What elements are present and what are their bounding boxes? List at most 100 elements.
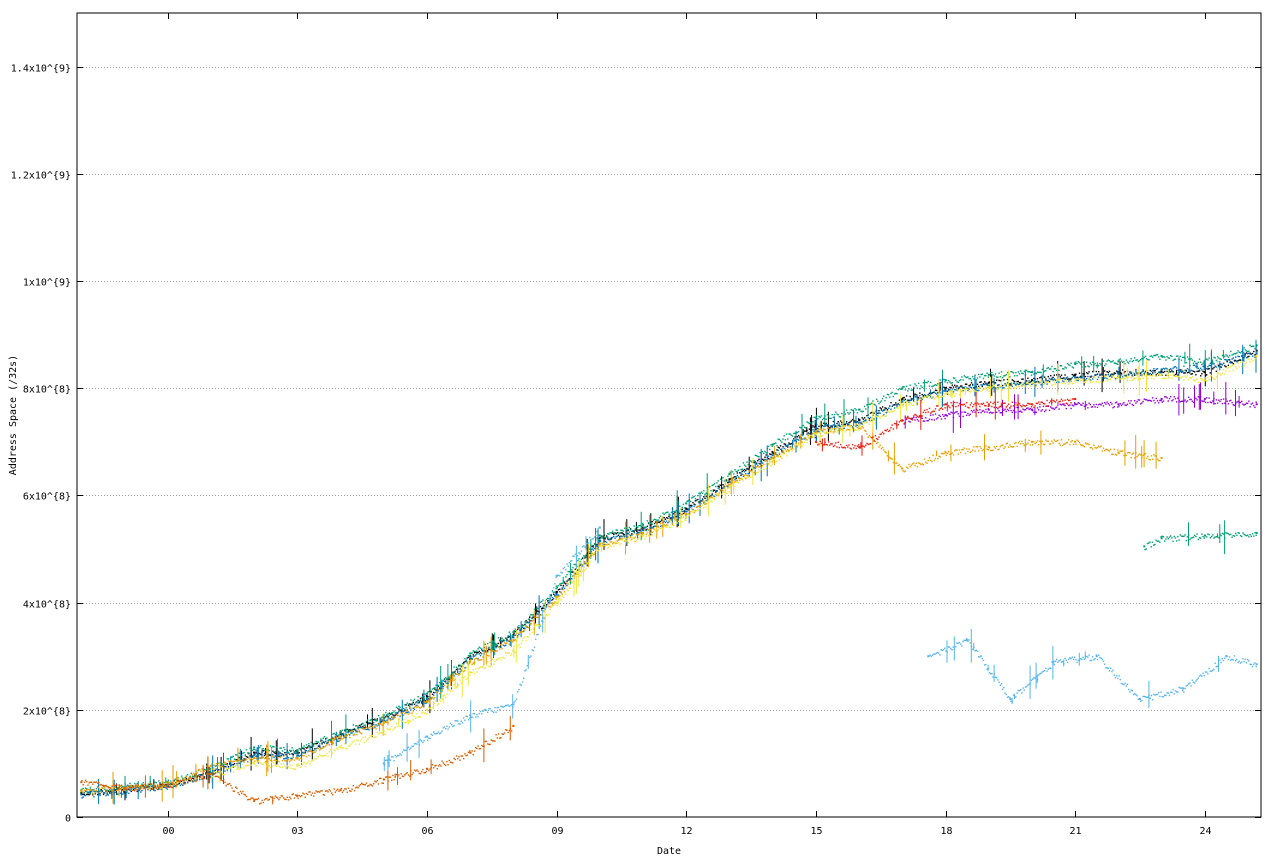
trace-spike (511, 635, 512, 647)
trace-dot (136, 783, 138, 785)
trace-dot (328, 743, 330, 746)
trace-dot (713, 482, 716, 485)
trace-dot (291, 758, 293, 761)
trace-dot (428, 695, 430, 698)
trace-dot (327, 755, 329, 757)
trace-dot (839, 416, 842, 418)
trace-dot (933, 391, 935, 393)
trace-dot (1009, 444, 1011, 446)
trace-dot (435, 691, 437, 693)
trace-dot (196, 779, 198, 781)
trace-dot (566, 580, 568, 582)
trace-dot (1177, 369, 1179, 371)
trace-dot (1054, 383, 1057, 385)
trace-dot (418, 716, 420, 718)
trace-dot (689, 513, 692, 515)
trace-dot (332, 752, 334, 754)
trace-dot (1179, 370, 1181, 373)
trace-dot (799, 443, 801, 445)
trace-dot (925, 461, 927, 463)
trace-dot (685, 502, 687, 504)
data-point (555, 585, 558, 588)
trace-dot (1017, 385, 1019, 387)
trace-dot (759, 471, 761, 473)
trace-dot (626, 540, 628, 542)
trace-dot (950, 386, 952, 389)
trace-dot (781, 457, 783, 460)
trace-dot (797, 434, 800, 437)
trace-dot (1134, 373, 1136, 375)
trace-dot (673, 511, 675, 513)
trace-dot (903, 386, 905, 388)
trace-dot (917, 398, 920, 400)
trace-dot (711, 484, 713, 487)
trace-dot (322, 746, 324, 749)
trace-dot (1122, 369, 1124, 371)
trace-dot (1096, 378, 1099, 381)
trace-dot (464, 669, 466, 672)
trace-dot (484, 651, 486, 654)
trace-dot (232, 764, 234, 766)
trace-dot (1008, 446, 1010, 448)
trace-dot (771, 461, 773, 463)
trace-dot (674, 511, 676, 514)
trace-dot (1094, 446, 1096, 449)
trace-dot (1107, 371, 1109, 374)
trace-dot (909, 399, 911, 402)
trace-dot (303, 748, 305, 750)
trace-dot (541, 609, 543, 611)
trace-dot (472, 650, 474, 652)
trace-dot (739, 479, 741, 481)
trace-dot (801, 438, 803, 440)
trace-dot (568, 571, 571, 573)
trace-dot (1208, 368, 1210, 370)
trace-dot (748, 470, 751, 472)
trace-dot (381, 720, 383, 722)
trace-dot (745, 473, 747, 475)
trace-dot (885, 452, 887, 454)
trace-dot (368, 727, 370, 729)
trace-dot (713, 495, 716, 497)
trace-dot (453, 671, 455, 673)
trace-dot (1017, 380, 1019, 383)
trace-dot (1185, 370, 1187, 373)
trace-dot (688, 514, 691, 517)
trace-dot (436, 692, 438, 694)
trace-dot (275, 760, 278, 762)
trace-dot (1083, 366, 1085, 368)
trace-spike (990, 376, 991, 398)
trace-dot (746, 477, 748, 479)
trace-dot (844, 413, 847, 415)
trace-dot (1230, 350, 1232, 353)
trace-dot (957, 389, 959, 391)
trace-dot (843, 425, 845, 428)
trace-dot (479, 655, 482, 657)
trace-dot (665, 516, 668, 519)
trace-dot (298, 759, 300, 761)
trace-dot (1033, 373, 1035, 375)
trace-dot (849, 411, 851, 414)
trace-dot (1076, 381, 1078, 384)
trace-dot (209, 764, 212, 767)
trace-dot (1250, 345, 1252, 348)
trace-dot (1159, 371, 1161, 373)
trace-dot (932, 396, 934, 398)
trace-dot (1173, 358, 1175, 361)
trace-dot (713, 489, 716, 491)
trace-dot (397, 712, 399, 714)
trace-dot (1125, 454, 1127, 457)
trace-dot (1140, 358, 1142, 361)
trace-dot (1100, 374, 1102, 376)
trace-dot (1069, 364, 1071, 367)
trace-dot (1064, 374, 1066, 376)
trace-dot (446, 693, 448, 695)
trace-dot (856, 423, 859, 425)
trace-dot (419, 716, 422, 718)
trace-dot (1249, 353, 1251, 355)
trace-dot (323, 736, 326, 738)
trace-dot (334, 733, 336, 736)
trace-dot (114, 785, 117, 787)
trace-dot (466, 661, 468, 663)
trace-dot (311, 751, 314, 753)
trace-dot (1171, 355, 1173, 357)
